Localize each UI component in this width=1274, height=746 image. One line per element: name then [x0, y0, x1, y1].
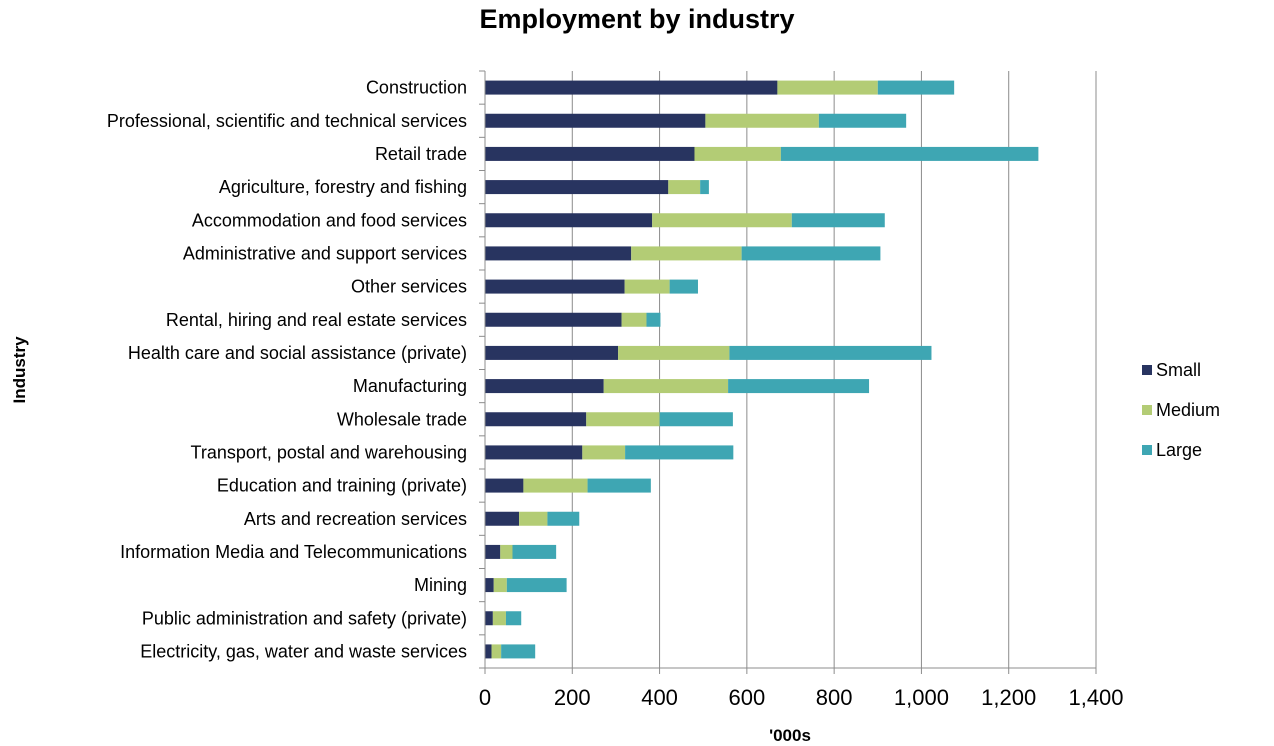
bar-segment — [741, 246, 881, 261]
bar-segment — [485, 445, 583, 460]
bar-segment — [700, 180, 709, 195]
bar-segment — [500, 544, 513, 559]
category-label: Transport, postal and warehousing — [191, 442, 468, 462]
category-label: Wholesale trade — [337, 409, 467, 429]
bar-segment — [523, 478, 588, 493]
bar-segment — [485, 412, 587, 427]
bar-segment — [729, 345, 932, 360]
bar-segment — [777, 80, 878, 95]
bar-segment — [519, 511, 548, 526]
bar-segment — [485, 578, 494, 593]
category-label: Mining — [414, 575, 467, 595]
bar-segment — [705, 113, 819, 128]
category-label: Retail trade — [375, 144, 467, 164]
bar-segment — [694, 146, 781, 161]
bar-segment — [485, 345, 619, 360]
bar-segment — [625, 445, 734, 460]
category-label: Construction — [366, 78, 467, 98]
category-label: Public administration and safety (privat… — [142, 608, 467, 628]
category-label: Health care and social assistance (priva… — [128, 343, 467, 363]
x-tick-label: 400 — [641, 685, 678, 710]
category-label: Electricity, gas, water and waste servic… — [140, 641, 467, 661]
bar-segment — [631, 246, 742, 261]
bar-segment — [587, 478, 651, 493]
category-label: Arts and recreation services — [244, 509, 467, 529]
x-tick-label: 200 — [554, 685, 591, 710]
bar-segment — [728, 379, 870, 394]
bar-segment — [646, 312, 661, 327]
category-label: Administrative and support services — [183, 243, 467, 263]
x-tick-label: 1,200 — [981, 685, 1036, 710]
bar-segment — [791, 213, 885, 228]
bar-segment — [493, 578, 507, 593]
bar-segment — [547, 511, 580, 526]
x-axis-title: '000s — [769, 726, 811, 745]
bar-segment — [818, 113, 907, 128]
bar-segment — [582, 445, 626, 460]
category-label: Other services — [351, 277, 467, 297]
bar-segment — [491, 644, 502, 659]
category-label: Professional, scientific and technical s… — [107, 111, 467, 131]
bar-segment — [668, 180, 701, 195]
x-tick-label: 0 — [479, 685, 491, 710]
bar-segment — [505, 611, 522, 626]
bar-segment — [485, 312, 622, 327]
bar-segment — [485, 113, 706, 128]
bar-segment — [877, 80, 955, 95]
bar-segment — [603, 379, 729, 394]
bar-segment — [621, 312, 647, 327]
category-label: Education and training (private) — [217, 476, 467, 496]
bar-segment — [669, 279, 698, 294]
x-tick-label: 600 — [728, 685, 765, 710]
category-label: Agriculture, forestry and fishing — [219, 177, 467, 197]
bar-segment — [485, 379, 604, 394]
legend-label: Medium — [1156, 400, 1220, 420]
chart-title: Employment by industry — [479, 4, 795, 34]
axes — [479, 70, 1097, 674]
legend-swatch — [1142, 405, 1152, 415]
bar-segment — [501, 644, 536, 659]
y-axis-title: Industry — [10, 336, 29, 404]
bar-segment — [485, 611, 493, 626]
legend-label: Large — [1156, 440, 1202, 460]
bar-segment — [492, 611, 506, 626]
legend-label: Small — [1156, 360, 1201, 380]
legend: Small Medium Large — [1142, 360, 1220, 460]
category-label: Information Media and Telecommunications — [120, 542, 467, 562]
bar-segment — [485, 478, 524, 493]
bar-segment — [485, 146, 695, 161]
legend-swatch — [1142, 445, 1152, 455]
bar-segment — [506, 578, 567, 593]
bar-segment — [485, 80, 778, 95]
bar-segment — [618, 345, 730, 360]
bar-segment — [485, 644, 492, 659]
gridlines — [571, 71, 1097, 668]
bar-segment — [659, 412, 733, 427]
category-label: Rental, hiring and real estate services — [166, 310, 467, 330]
bar-segment — [485, 279, 625, 294]
bar-segment — [485, 180, 669, 195]
category-label: Manufacturing — [353, 376, 467, 396]
bars — [485, 80, 1039, 659]
x-tick-label: 800 — [816, 685, 853, 710]
legend-swatch — [1142, 365, 1152, 375]
bar-segment — [485, 511, 520, 526]
x-tick-label: 1,400 — [1068, 685, 1123, 710]
x-tick-label: 1,000 — [894, 685, 949, 710]
x-tick-labels: 0 200 400 600 800 1,000 1,200 1,400 — [479, 685, 1124, 710]
bar-segment — [512, 544, 557, 559]
bar-segment — [485, 544, 501, 559]
bar-segment — [485, 246, 632, 261]
bar-segment — [780, 146, 1039, 161]
bar-segment — [624, 279, 670, 294]
category-label: Accommodation and food services — [192, 210, 467, 230]
bar-segment — [586, 412, 660, 427]
bar-segment — [652, 213, 792, 228]
bar-segment — [485, 213, 653, 228]
category-labels: Construction Professional, scientific and… — [107, 78, 467, 662]
